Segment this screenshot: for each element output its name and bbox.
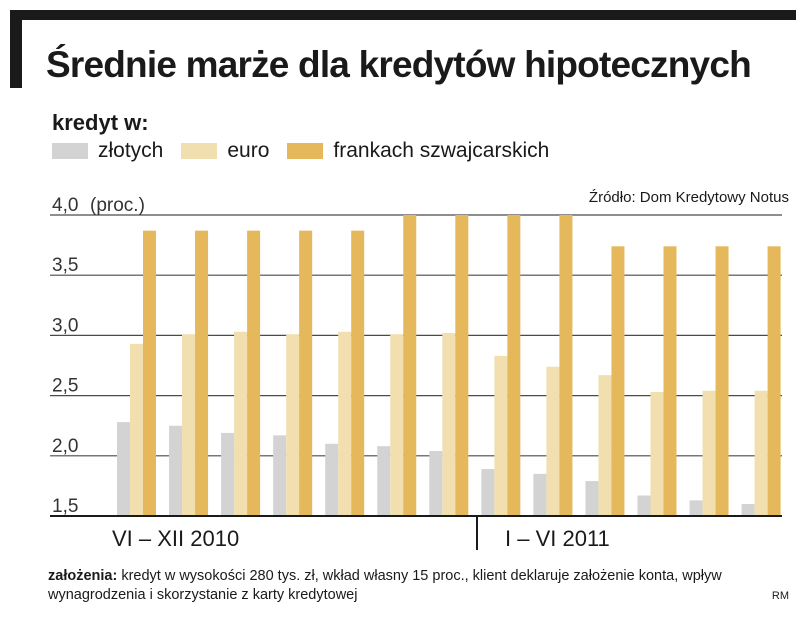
bar-zlotych [377,446,391,516]
legend: złotych euro frankach szwajcarskich [52,138,567,164]
bar-zlotych [325,443,339,516]
source-note: Źródło: Dom Kredytowy Notus [588,189,789,206]
frame-left-bar [10,10,22,88]
y-tick-label: 2,0 [52,436,78,457]
legend-label-frankach: frankach szwajcarskich [333,139,550,162]
legend-swatch-euro [181,143,218,159]
chart-title: Średnie marże dla kredytów hipotecznych [46,44,752,85]
bar-zlotych [481,469,495,516]
bar-frankach [403,215,417,516]
legend-title: kredyt w: [52,110,149,135]
bar-frankach [455,215,469,516]
legend-item-zlotych: złotych [52,139,163,163]
author-credit: RM [771,590,789,602]
bar-euro [182,334,196,516]
bar-zlotych [169,425,183,516]
bar-euro [598,375,612,516]
y-tick-label: 1,5 [52,496,78,517]
bar-euro [442,332,456,516]
bar-zlotych [741,503,755,516]
bar-zlotych [637,495,651,516]
bar-zlotych [689,500,703,516]
bar-euro [650,391,664,516]
assumptions-note: założenia: kredyt w wysokości 280 tys. z… [48,567,768,605]
bar-frankach [663,246,677,516]
bar-frankach [195,230,209,517]
bar-zlotych [221,432,235,516]
y-tick-label: 4,0 [52,195,78,216]
bar-frankach [299,230,313,517]
bar-euro [494,355,508,516]
bar-frankach [247,230,261,517]
legend-swatch-zlotych [52,143,88,159]
legend-item-euro: euro [181,139,269,163]
bar-zlotych [585,481,599,516]
bar-euro [546,366,560,516]
assumptions-lead: założenia: [48,568,118,584]
bar-euro [286,334,300,516]
bar-frankach [559,215,573,516]
bar-euro [390,334,404,516]
y-tick-label: 3,0 [52,315,78,336]
bar-zlotych [429,450,443,516]
bar-zlotych [117,422,130,516]
y-unit-label: (proc.) [90,195,145,216]
y-tick-label: 3,5 [52,255,78,276]
legend-label-zlotych: złotych [98,139,164,162]
frame-top-bar [10,10,796,20]
legend-item-frankach: frankach szwajcarskich [287,139,549,163]
y-tick-label: 2,5 [52,376,78,397]
assumptions-text: kredyt w wysokości 280 tys. zł, wkład wł… [48,568,722,603]
period-label-2011: I – VI 2011 [505,526,610,551]
bar-zlotych [273,435,287,516]
bar-frankach [351,230,365,517]
bar-euro [754,390,768,516]
period-label-2010: VI – XII 2010 [112,526,240,551]
bar-euro [234,331,248,516]
bar-zlotych [533,473,547,516]
bar-euro [702,390,716,516]
bar-frankach [507,215,521,516]
bar-euro [338,331,352,516]
bar-euro [130,343,143,516]
bar-frankach [767,246,781,516]
bar-frankach [611,246,625,516]
bar-frankach [143,230,156,517]
legend-swatch-frankach [287,143,324,159]
legend-label-euro: euro [227,139,270,162]
bar-frankach [715,246,729,516]
